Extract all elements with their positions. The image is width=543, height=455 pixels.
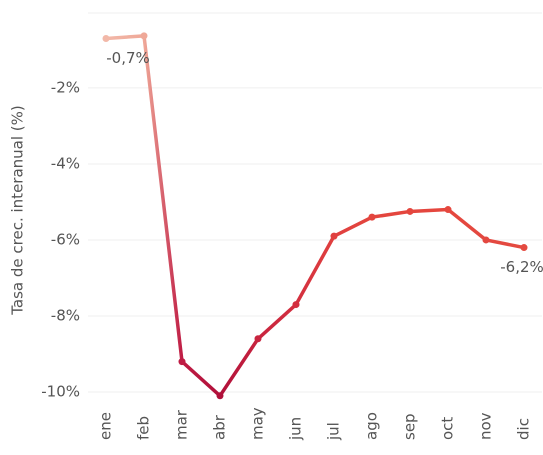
x-tick-label: may — [249, 407, 267, 440]
y-axis-label: Tasa de crec. interanual (%) — [9, 105, 27, 316]
x-tick-label: oct — [439, 417, 457, 440]
x-tick-label: dic — [515, 418, 533, 440]
value-label: -0,7% — [106, 49, 150, 67]
line — [105, 34, 525, 398]
x-tick-label: ene — [97, 412, 115, 440]
point — [444, 206, 452, 214]
point — [520, 244, 528, 252]
point — [482, 236, 490, 244]
x-tick-label: mar — [173, 409, 191, 440]
y-tick-label: -8% — [51, 306, 80, 324]
y-tick-label: -6% — [51, 230, 80, 248]
point — [368, 213, 376, 221]
x-tick-label: jul — [325, 422, 343, 441]
x-tick-label: nov — [477, 412, 495, 440]
x-tick-label: jun — [287, 417, 305, 441]
point — [102, 35, 110, 43]
point — [292, 301, 300, 309]
x-tick-label: sep — [401, 413, 419, 440]
point — [406, 207, 414, 215]
point — [254, 335, 262, 343]
x-tick-label: ago — [363, 412, 381, 440]
x-tick-label: abr — [211, 414, 229, 440]
point — [140, 32, 148, 40]
point — [178, 358, 186, 366]
y-tick-label: -4% — [51, 154, 80, 172]
x-tick-label: feb — [135, 416, 153, 440]
point — [330, 232, 338, 240]
value-label: -6,2% — [500, 258, 543, 276]
y-tick-label: -10% — [41, 382, 80, 400]
y-tick-label: -2% — [51, 78, 80, 96]
point — [216, 392, 224, 400]
